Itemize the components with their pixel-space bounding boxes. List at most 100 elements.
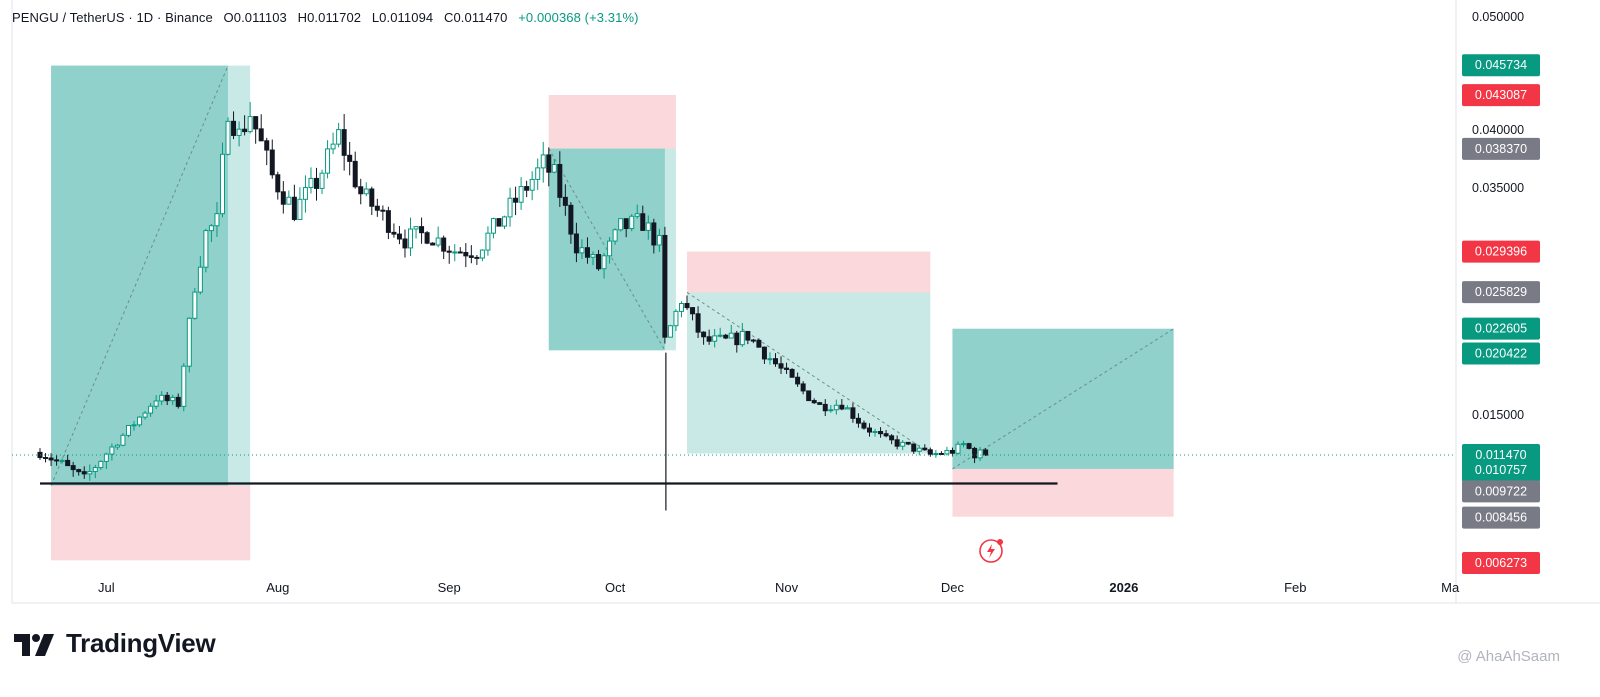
candle-body[interactable] [103,453,109,462]
candle-body[interactable] [518,186,524,203]
price-label-0.045734[interactable] [1462,54,1540,77]
candle-body[interactable] [955,443,961,454]
candle-body[interactable] [872,431,878,434]
short-position-sep-target-zone[interactable] [548,148,676,351]
candle-body[interactable] [618,218,624,231]
candle-body[interactable] [911,443,917,452]
candle-body[interactable] [247,116,253,133]
candle-body[interactable] [385,210,391,233]
candle-body[interactable] [408,228,414,249]
candle-body[interactable] [502,216,508,227]
candle-body[interactable] [634,213,640,217]
candle-body[interactable] [927,449,933,455]
candle-body[interactable] [286,196,292,205]
candle-body[interactable] [336,129,342,145]
candle-body[interactable] [855,417,861,424]
candle-body[interactable] [402,238,408,249]
price-label-0.043087[interactable] [1462,84,1540,107]
candle-body[interactable] [695,313,701,333]
price-label-0.008456[interactable] [1462,506,1540,529]
candle-body[interactable] [640,213,646,231]
candle-body[interactable] [325,148,331,174]
candle-body[interactable] [330,143,336,150]
candle-body[interactable] [131,424,137,427]
candle-body[interactable] [601,255,607,270]
candle-body[interactable] [778,363,784,369]
candle-body[interactable] [430,242,436,246]
candle-body[interactable] [153,400,159,407]
candle-body[interactable] [673,310,679,327]
candle-body[interactable] [302,187,308,200]
candle-body[interactable] [529,178,535,191]
flash-icon[interactable] [978,536,1006,564]
candle-body[interactable] [175,396,181,407]
candle-body[interactable] [441,237,447,252]
candle-body[interactable] [120,434,126,446]
candle-body[interactable] [341,129,347,156]
candle-body[interactable] [817,402,823,405]
candle-body[interactable] [562,196,568,206]
candle-body[interactable] [579,247,585,254]
candle-body[interactable] [900,441,906,447]
candle-body[interactable] [701,331,707,338]
candle-body[interactable] [363,188,369,195]
candle-body[interactable] [767,358,773,361]
candle-body[interactable] [728,332,734,339]
long-position-dec-stop-zone[interactable] [952,468,1174,517]
candle-body[interactable] [551,163,557,173]
candle-body[interactable] [197,266,203,293]
candle-body[interactable] [750,339,756,342]
candle-body[interactable] [756,339,762,348]
candle-body[interactable] [424,232,430,244]
candle-body[interactable] [889,435,895,441]
candle-body[interactable] [706,336,712,342]
tradingview-logo[interactable]: TradingView [14,628,216,659]
candle-body[interactable] [114,444,120,448]
candle-body[interactable] [474,256,480,259]
candle-body[interactable] [236,128,242,136]
candle-body[interactable] [490,218,496,234]
candle-body[interactable] [712,335,718,342]
short-position-sep-stop-zone[interactable] [548,94,676,149]
candle-body[interactable] [800,383,806,392]
candle-body[interactable] [125,425,131,436]
candle-body[interactable] [65,459,71,467]
candle-body[interactable] [164,394,170,402]
candle-body[interactable] [656,234,662,246]
candle-body[interactable] [374,205,380,211]
candle-body[interactable] [54,459,60,462]
candle-body[interactable] [452,251,458,254]
price-label-0.022605[interactable] [1462,317,1540,340]
candle-body[interactable] [977,449,983,459]
candle-body[interactable] [369,188,375,207]
candle-body[interactable] [568,204,574,235]
candle-body[interactable] [358,186,364,195]
candle-body[interactable] [811,400,817,404]
candle-body[interactable] [203,230,209,268]
candle-body[interactable] [983,449,989,456]
candle-body[interactable] [170,396,176,402]
candle-body[interactable] [496,218,502,227]
candle-body[interactable] [894,439,900,447]
candle-body[interactable] [48,457,54,461]
candle-body[interactable] [297,198,303,220]
candle-body[interactable] [878,431,884,435]
candle-body[interactable] [867,427,872,433]
candle-body[interactable] [137,416,143,426]
candle-body[interactable] [535,167,541,180]
candle-body[interactable] [92,467,98,473]
candle-body[interactable] [784,367,790,370]
candle-body[interactable] [690,307,696,315]
candle-body[interactable] [557,163,563,198]
candle-body[interactable] [208,225,214,232]
candle-body[interactable] [844,407,850,410]
candle-body[interactable] [540,154,546,169]
candle-body[interactable] [590,254,596,258]
candle-body[interactable] [584,247,590,258]
price-label-0.029396[interactable] [1462,240,1540,263]
candle-body[interactable] [242,128,248,133]
candle-body[interactable] [76,469,82,473]
candle-body[interactable] [264,140,270,151]
candle-body[interactable] [396,233,402,240]
